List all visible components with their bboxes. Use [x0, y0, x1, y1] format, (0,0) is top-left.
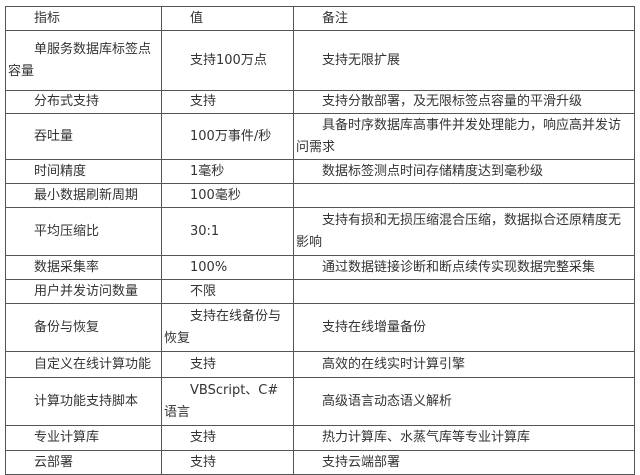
table-header-row: 指标 值 备注: [5, 6, 635, 31]
note-cell: 支持有损和无损压缩混合压缩，数据拟合还原精度无影响: [293, 207, 635, 256]
value-cell: 100%: [161, 255, 294, 280]
metric-cell: 备份与恢复: [5, 303, 162, 352]
note-cell: [293, 183, 635, 208]
table-row: 备份与恢复 支持在线备份与恢复 支持在线增量备份: [5, 303, 635, 352]
table-row: 单服务数据库标签点容量 支持100万点 支持无限扩展: [5, 30, 635, 91]
metric-cell: 用户并发访问数量: [5, 279, 162, 304]
value-cell: 支持在线备份与恢复: [161, 303, 294, 352]
value-cell: VBScript、C#语言: [161, 377, 294, 426]
table-row: 计算功能支持脚本 VBScript、C#语言 高级语言动态语义解析: [5, 377, 635, 426]
value-cell: 100毫秒: [161, 183, 294, 208]
metric-cell: 吞吐量: [5, 113, 162, 160]
note-cell: 热力计算库、水蒸气库等专业计算库: [293, 425, 635, 451]
note-cell: 支持分散部署，及无限标签点容量的平滑升级: [293, 90, 635, 114]
metric-cell: 平均压缩比: [5, 207, 162, 256]
metric-cell: 数据采集率: [5, 255, 162, 280]
metric-cell: 单服务数据库标签点容量: [5, 30, 162, 91]
note-cell: 高效的在线实时计算引擎: [293, 351, 635, 378]
value-cell: 支持: [161, 425, 294, 451]
table-row: 平均压缩比 30:1 支持有损和无损压缩混合压缩，数据拟合还原精度无影响: [5, 207, 635, 256]
note-cell: 数据标签测点时间存储精度达到毫秒级: [293, 159, 635, 184]
note-cell: 具备时序数据库高事件并发处理能力，响应高并发访问需求: [293, 113, 635, 160]
note-cell: 高级语言动态语义解析: [293, 377, 635, 426]
table-row: 最小数据刷新周期 100毫秒: [5, 183, 635, 208]
table-row: 自定义在线计算功能 支持 高效的在线实时计算引擎: [5, 351, 635, 378]
note-cell: 支持无限扩展: [293, 30, 635, 91]
value-cell: 不限: [161, 279, 294, 304]
metric-cell: 专业计算库: [5, 425, 162, 451]
value-cell: 30:1: [161, 207, 294, 256]
value-cell: 支持: [161, 450, 294, 475]
metric-cell: 计算功能支持脚本: [5, 377, 162, 426]
spec-table: 指标 值 备注 单服务数据库标签点容量 支持100万点 支持无限扩展 分布式支持 支持支…: [5, 6, 635, 475]
table-row: 时间精度 1毫秒 数据标签测点时间存储精度达到毫秒级: [5, 159, 635, 184]
value-cell: 100万事件/秒: [161, 113, 294, 160]
header-cell: 备注: [293, 6, 635, 31]
table-row: 分布式支持 支持 支持分散部署，及无限标签点容量的平滑升级: [5, 90, 635, 114]
table-row: 云部署 支持 支持云端部署: [5, 450, 635, 475]
value-cell: 支持: [161, 90, 294, 114]
note-cell: 通过数据链接诊断和断点续传实现数据完整采集: [293, 255, 635, 280]
note-cell: [293, 279, 635, 304]
table-row: 数据采集率 100% 通过数据链接诊断和断点续传实现数据完整采集: [5, 255, 635, 280]
value-cell: 支持100万点: [161, 30, 294, 91]
value-cell: 1毫秒: [161, 159, 294, 184]
metric-cell: 分布式支持: [5, 90, 162, 114]
header-cell: 指标: [5, 6, 162, 31]
note-cell: 支持云端部署: [293, 450, 635, 475]
table-row: 专业计算库 支持 热力计算库、水蒸气库等专业计算库: [5, 425, 635, 451]
table-row: 用户并发访问数量 不限: [5, 279, 635, 304]
metric-cell: 最小数据刷新周期: [5, 183, 162, 208]
table-row: 吞吐量 100万事件/秒 具备时序数据库高事件并发处理能力，响应高并发访问需求: [5, 113, 635, 160]
metric-cell: 云部署: [5, 450, 162, 475]
note-cell: 支持在线增量备份: [293, 303, 635, 352]
header-cell: 值: [161, 6, 294, 31]
metric-cell: 时间精度: [5, 159, 162, 184]
metric-cell: 自定义在线计算功能: [5, 351, 162, 378]
value-cell: 支持: [161, 351, 294, 378]
